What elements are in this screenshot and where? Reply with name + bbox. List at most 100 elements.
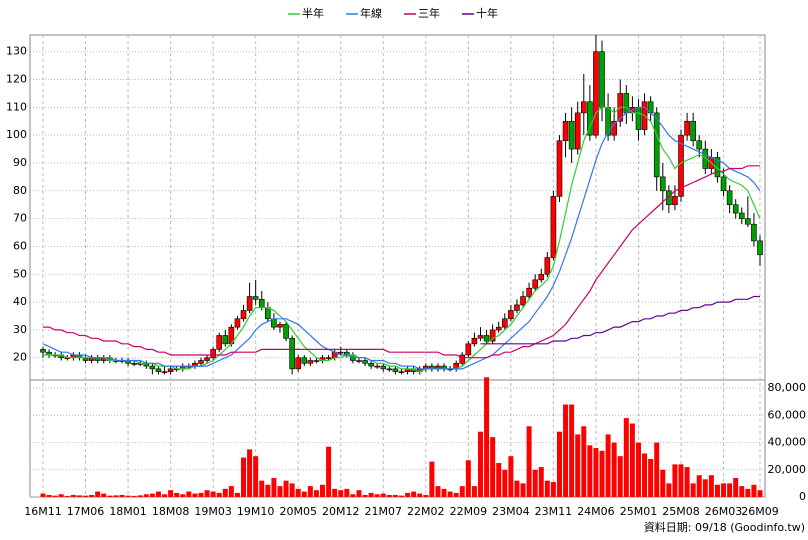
y-tick-label: 70	[13, 212, 27, 225]
candle-body	[252, 296, 259, 300]
volume-bar	[277, 486, 283, 497]
volume-bar	[210, 491, 216, 497]
volume-bar	[733, 477, 739, 497]
volume-bar	[417, 493, 423, 497]
candle-body	[216, 335, 223, 350]
volume-bar	[496, 462, 502, 497]
candle-body	[593, 51, 599, 136]
volume-bar	[648, 458, 654, 497]
volume-bar	[344, 488, 350, 497]
volume-bar	[119, 494, 125, 497]
ma-line	[480, 295, 760, 345]
candle-body	[544, 257, 551, 275]
candle-body	[550, 196, 557, 258]
candle-body	[295, 357, 302, 370]
candle-body	[362, 360, 368, 364]
volume-bar	[696, 475, 702, 497]
candle-body	[380, 365, 387, 370]
y-tick-label: 80	[13, 184, 27, 197]
candle-body	[204, 357, 210, 361]
volume-bar	[89, 494, 95, 497]
x-tick-label: 18M01	[109, 505, 147, 518]
volume-bar	[575, 434, 581, 497]
volume-bar	[563, 404, 569, 497]
volume-bar	[313, 490, 319, 497]
volume-bar	[107, 495, 113, 497]
volume-bar	[76, 495, 82, 497]
volume-bar	[168, 490, 174, 497]
candle-body	[514, 304, 520, 311]
volume-bar	[295, 488, 301, 497]
candle-body	[265, 307, 271, 320]
volume-bar	[131, 495, 137, 497]
candle-body	[526, 287, 532, 297]
candle-body	[465, 343, 472, 356]
volume-bar	[386, 494, 392, 497]
volume-bar	[162, 494, 168, 497]
volume-bar	[714, 484, 720, 497]
volume-bar	[137, 495, 143, 497]
x-tick-label: 22M09	[450, 505, 488, 518]
volume-bar	[721, 483, 727, 497]
candle-body	[690, 120, 696, 142]
y-tick-label: 50	[13, 267, 27, 280]
volume-bar	[271, 477, 277, 497]
volume-bar	[587, 445, 593, 497]
candle-body	[374, 365, 380, 368]
volume-bar	[180, 494, 186, 497]
candle-body	[307, 360, 314, 364]
x-tick-label: 17M06	[67, 505, 105, 518]
candle-body	[489, 329, 496, 342]
volume-bar	[301, 491, 307, 497]
ma-line	[43, 106, 761, 373]
x-tick-label: 23M11	[535, 505, 573, 518]
candle-body	[684, 120, 690, 136]
candle-body	[234, 318, 241, 328]
volume-bar	[757, 490, 763, 497]
candle-body	[471, 337, 478, 345]
volume-bar	[702, 479, 708, 497]
volume-bar	[569, 404, 575, 497]
x-tick-label: 25M08	[662, 505, 700, 518]
x-tick-label: 20M12	[322, 505, 360, 518]
candle-body	[283, 324, 289, 339]
candle-body	[666, 190, 672, 206]
volume-bar	[599, 450, 605, 497]
x-tick-label: 19M03	[194, 505, 232, 518]
y-tick-label: 130	[6, 45, 27, 58]
volume-bar	[83, 495, 89, 497]
candle-body	[131, 363, 137, 365]
x-tick-label: 20M05	[279, 505, 317, 518]
x-tick-label: 19M10	[237, 505, 275, 518]
candle-body	[289, 337, 295, 370]
candle-body	[386, 368, 393, 371]
volume-bar	[751, 484, 757, 497]
volume-bar	[247, 449, 253, 497]
volume-bar	[332, 488, 338, 497]
volume-bar	[465, 460, 471, 497]
candle-body	[562, 120, 569, 142]
volume-bar	[411, 491, 417, 497]
candle-body	[155, 368, 162, 372]
volume-bar	[660, 469, 666, 497]
x-tick-label: 25M01	[620, 505, 658, 518]
volume-bar	[654, 442, 660, 497]
volume-bar	[155, 491, 161, 497]
candle-body	[556, 140, 563, 197]
candle-body	[726, 190, 733, 206]
candle-body	[532, 279, 538, 289]
candle-body	[325, 357, 332, 360]
candle-body	[751, 223, 757, 242]
y-tick-label: 60	[13, 239, 27, 252]
volume-bar	[435, 486, 441, 497]
volume-bar	[149, 493, 155, 497]
candle-body	[538, 273, 545, 281]
candle-body	[356, 360, 362, 362]
candle-body	[483, 335, 490, 342]
volume-bar	[629, 423, 635, 497]
volume-bar	[46, 494, 52, 497]
candle-body	[520, 296, 526, 306]
volume-bar	[617, 456, 623, 497]
volume-bar	[204, 490, 210, 497]
y-tick-label: 30	[13, 323, 27, 336]
